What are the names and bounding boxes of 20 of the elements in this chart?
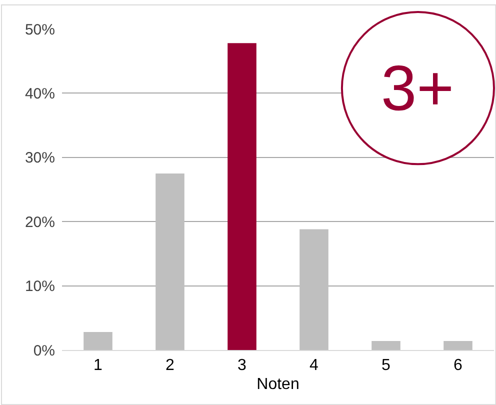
bar [156,173,184,350]
x-tick-label: 3 [238,357,247,374]
x-tick-label: 4 [310,357,319,374]
y-tick-label: 0% [33,342,55,360]
y-tick-label: 20% [24,214,55,231]
x-axis-title: Noten [256,376,300,393]
bar [228,43,256,350]
bar [372,341,400,350]
annotation: 3+ [381,52,454,124]
bar [84,332,112,350]
x-tick-label: 5 [382,357,391,374]
bar [300,229,328,350]
x-tick-label: 6 [454,357,463,374]
x-tick-label: 2 [166,357,175,374]
y-tick-label: 10% [24,278,55,296]
y-tick-label: 40% [24,85,55,102]
y-tick-label: 30% [24,150,55,167]
y-tick-label: 50% [24,21,55,38]
x-tick-label: 1 [94,357,103,374]
bar [444,341,472,350]
